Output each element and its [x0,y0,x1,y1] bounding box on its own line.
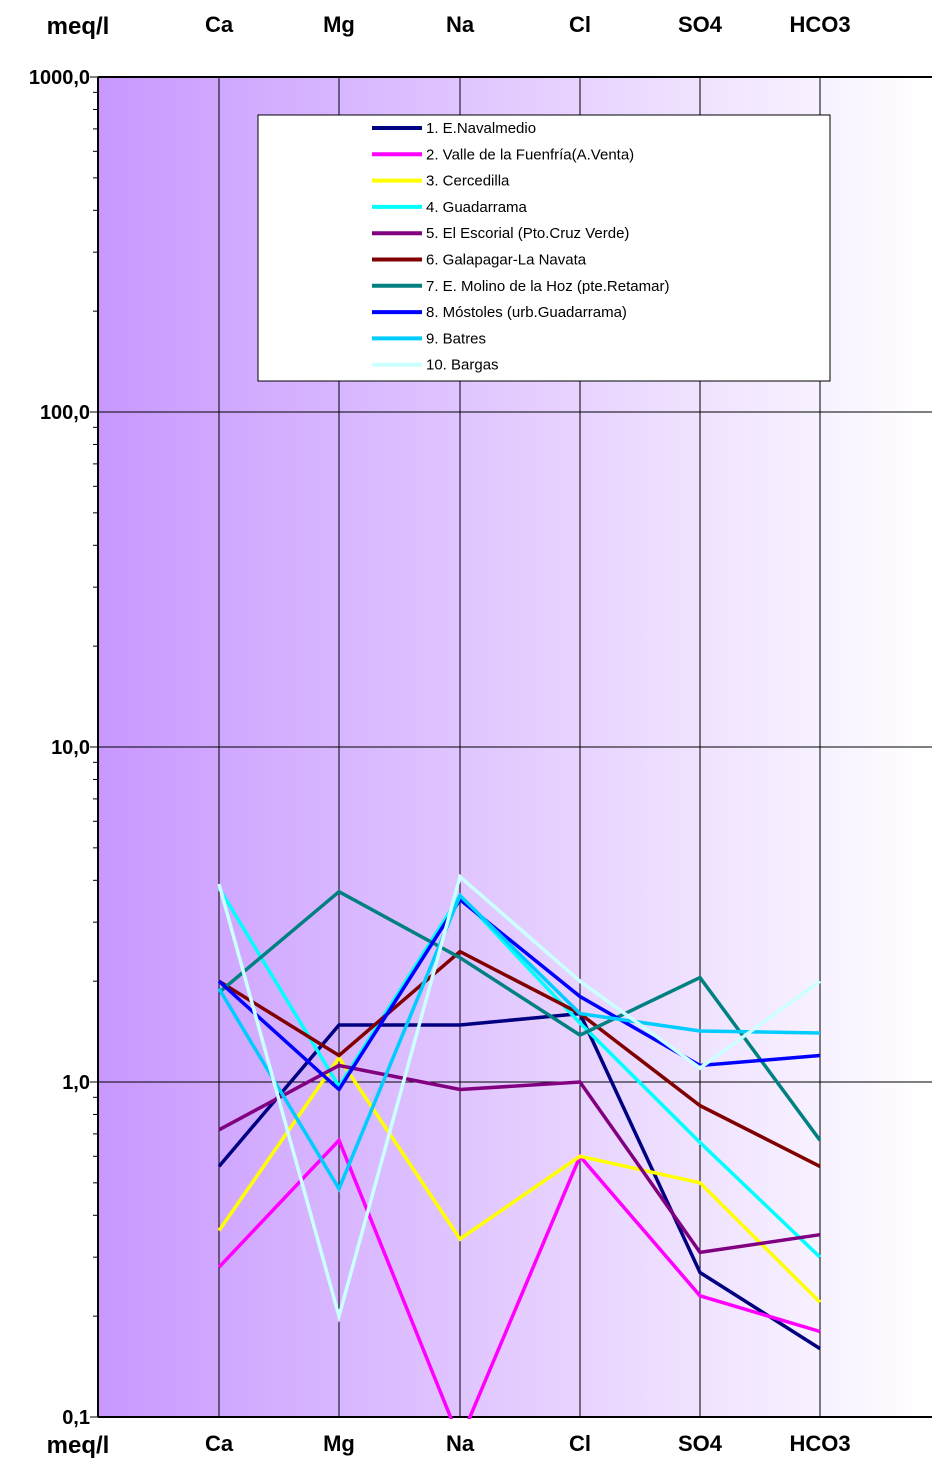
legend-entry-label: 7. E. Molino de la Hoz (pte.Retamar) [426,278,669,295]
series-line-4 [217,886,822,1259]
legend-entry-label: 10. Bargas [426,357,499,374]
legend-entry-label: 2. Valle de la Fuenfría(A.Venta) [426,146,634,163]
x-tick-label-top-ca: Ca [205,12,234,37]
x-tick-label-top-so4: SO4 [678,12,723,37]
legend: 1. E.Navalmedio 2. Valle de la Fuenfría(A… [257,114,831,382]
x-tick-label-bottom-na: Na [446,1431,475,1456]
legend-entry-label: 1. E.Navalmedio [426,120,536,137]
series-line-3 [217,1054,822,1304]
y-tick-label: 1000,0 [29,67,90,89]
series-line-10 [217,873,822,1323]
legend-entry-label: 4. Guadarrama [426,199,528,216]
x-tick-label-bottom-mg: Mg [323,1431,355,1456]
y-unit-label-top: meq/l [47,13,110,40]
x-tick-label-top-hco3: HCO3 [789,12,850,37]
legend-entry-label: 9. Batres [426,330,486,347]
legend-entry-label: 6. Galapagar-La Navata [426,252,587,269]
x-tick-label-bottom-cl: Cl [569,1431,591,1456]
legend-entry-label: 8. Móstoles (urb.Guadarrama) [426,304,627,321]
axes [97,76,932,1418]
y-tick-label: 10,0 [51,737,90,759]
y-unit-label-bottom: meq/l [47,1432,110,1458]
x-tick-label-top-mg: Mg [323,12,355,37]
series-line-7 [217,889,822,1142]
legend-entry-label: 3. Cercedilla [426,173,510,190]
x-tick-label-bottom-hco3: HCO3 [789,1431,850,1456]
legend-box [257,114,831,382]
series-line-9 [217,892,821,1193]
y-axis-ticks [90,76,98,1418]
series-line-2 [217,1137,821,1419]
y-tick-label: 1,0 [62,1072,90,1094]
x-tick-label-top-na: Na [446,12,475,37]
x-tick-label-bottom-ca: Ca [205,1431,234,1456]
x-tick-label-bottom-so4: SO4 [678,1431,723,1456]
series-line-5 [218,1063,821,1255]
y-tick-label: 100,0 [40,402,90,424]
series-line-1 [217,1011,821,1351]
legend-entry-label: 5. El Escorial (Pto.Cruz Verde) [426,225,629,242]
series-line-6 [218,949,821,1168]
series-line-8 [217,897,821,1093]
axis-labels: meq/l meq/l Ca Ca Mg Mg Na Na Cl Cl SO4 SO4 HCO3 HCO3… [29,12,851,1458]
series-lines [217,873,822,1419]
y-tick-label: 0,1 [62,1407,90,1429]
x-tick-label-top-cl: Cl [569,12,591,37]
